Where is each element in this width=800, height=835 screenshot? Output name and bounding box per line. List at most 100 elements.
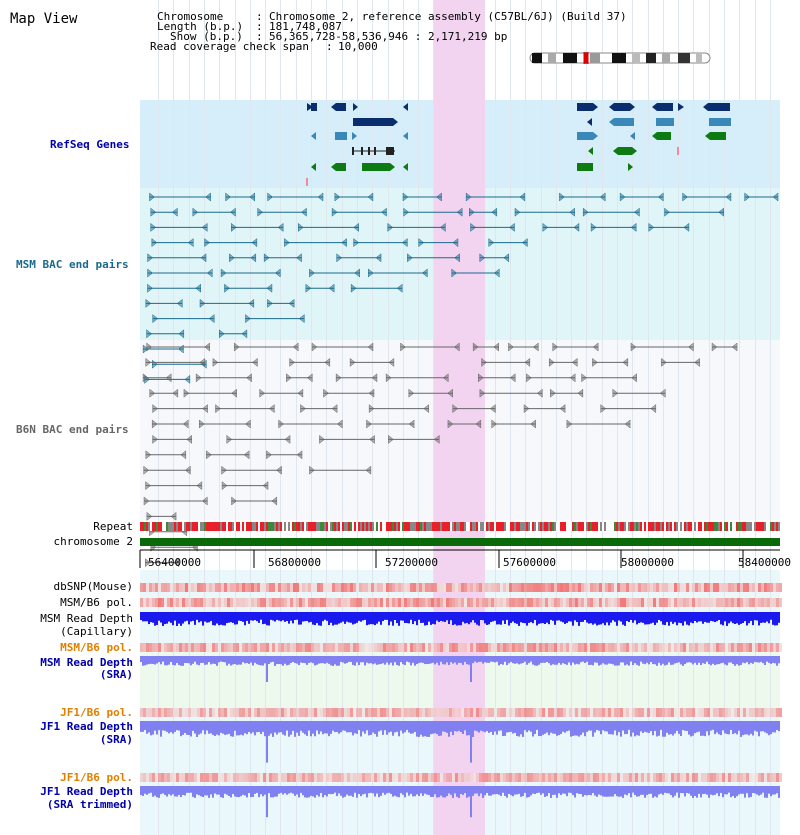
polymorphism-cell bbox=[263, 708, 266, 717]
polymorphism-cell bbox=[710, 643, 713, 652]
read-depth-bar bbox=[248, 612, 250, 624]
read-depth-bar bbox=[556, 656, 558, 665]
grid-line bbox=[326, 0, 327, 835]
read-depth-bar bbox=[738, 721, 740, 731]
polymorphism-cell bbox=[668, 583, 671, 592]
read-depth-bar bbox=[194, 656, 196, 662]
chromosome-ideogram[interactable] bbox=[528, 52, 714, 64]
polymorphism-cell bbox=[323, 643, 326, 652]
read-depth-bar bbox=[202, 656, 204, 663]
grid-line bbox=[296, 0, 297, 835]
polymorphism-cell bbox=[707, 773, 710, 782]
read-depth-bar bbox=[584, 612, 586, 620]
read-depth-bar bbox=[256, 656, 258, 665]
repeat-element bbox=[754, 522, 756, 531]
read-depth-bar bbox=[772, 656, 774, 663]
polymorphism-cell bbox=[545, 773, 548, 782]
polymorphism-cell bbox=[512, 708, 515, 717]
read-depth-bar bbox=[508, 612, 510, 626]
read-depth-bar bbox=[464, 612, 466, 624]
read-depth-bar bbox=[238, 612, 240, 621]
read-depth-bar bbox=[630, 721, 632, 737]
read-depth-bar bbox=[646, 612, 648, 625]
read-depth-bar bbox=[528, 786, 530, 798]
polymorphism-cell bbox=[581, 773, 584, 782]
read-depth-bar bbox=[156, 612, 158, 625]
gene-feature bbox=[331, 163, 336, 171]
polymorphism-cell bbox=[407, 598, 410, 607]
read-depth-bar bbox=[216, 612, 218, 624]
polymorphism-cell bbox=[341, 773, 344, 782]
axis-tick-label: 57200000 bbox=[385, 556, 438, 569]
read-depth-bar bbox=[636, 612, 638, 625]
polymorphism-cell bbox=[479, 583, 482, 592]
polymorphism-cell bbox=[683, 773, 686, 782]
read-depth-bar bbox=[472, 656, 474, 664]
read-depth-bar bbox=[744, 612, 746, 622]
polymorphism-cell bbox=[713, 708, 716, 717]
read-depth-bar bbox=[586, 656, 588, 662]
read-depth-bar bbox=[474, 612, 476, 623]
polymorphism-cell bbox=[281, 583, 284, 592]
bac-end-marker bbox=[552, 342, 559, 352]
read-depth-bar bbox=[346, 612, 348, 622]
read-depth-bar bbox=[688, 612, 690, 626]
polymorphism-cell bbox=[218, 708, 221, 717]
polymorphism-cell bbox=[311, 598, 314, 607]
polymorphism-cell bbox=[299, 583, 302, 592]
polymorphism-cell bbox=[263, 773, 266, 782]
polymorphism-cell bbox=[281, 773, 284, 782]
polymorphism-cell bbox=[209, 708, 212, 717]
read-depth-bar bbox=[366, 786, 368, 798]
polymorphism-cell bbox=[779, 583, 782, 592]
bac-end-marker bbox=[196, 481, 203, 491]
read-depth-bar bbox=[552, 786, 554, 795]
read-depth-bar bbox=[532, 786, 534, 794]
read-depth-bar bbox=[142, 786, 144, 796]
read-depth-bar bbox=[620, 612, 622, 622]
read-depth-bar bbox=[628, 656, 630, 666]
polymorphism-cell bbox=[590, 598, 593, 607]
read-depth-bar bbox=[602, 612, 604, 624]
gene-feature bbox=[618, 147, 632, 155]
read-depth-bar bbox=[758, 721, 760, 737]
read-depth-bar bbox=[762, 612, 764, 623]
read-depth-bar bbox=[424, 656, 426, 665]
polymorphism-cell bbox=[341, 708, 344, 717]
read-depth-bar bbox=[330, 656, 332, 666]
polymorphism-cell bbox=[320, 773, 323, 782]
read-depth-bar bbox=[404, 612, 406, 623]
polymorphism-cell bbox=[659, 708, 662, 717]
gene-feature bbox=[705, 132, 710, 140]
polymorphism-cell bbox=[347, 643, 350, 652]
gene-feature bbox=[362, 163, 390, 171]
bac-end-marker bbox=[354, 268, 360, 278]
read-depth-bar bbox=[270, 612, 272, 620]
selection-highlight[interactable] bbox=[434, 0, 485, 835]
bac-end-marker bbox=[744, 192, 751, 202]
read-depth-bar bbox=[172, 786, 174, 795]
bac-end-marker bbox=[143, 465, 150, 475]
polymorphism-cell bbox=[353, 773, 356, 782]
polymorphism-cell bbox=[746, 773, 749, 782]
repeat-element bbox=[762, 522, 764, 531]
polymorphism-cell bbox=[443, 643, 446, 652]
read-depth-bar bbox=[480, 721, 482, 731]
read-depth-bar bbox=[734, 786, 736, 798]
polymorphism-cell bbox=[668, 643, 671, 652]
bac-end-marker bbox=[418, 238, 425, 248]
read-depth-bar bbox=[272, 786, 274, 798]
polymorphism-cell bbox=[692, 598, 695, 607]
read-depth-bar bbox=[334, 612, 336, 625]
read-depth-bar bbox=[238, 721, 240, 736]
polymorphism-cell bbox=[479, 773, 482, 782]
polymorphism-cell bbox=[419, 598, 422, 607]
repeat-element bbox=[154, 522, 156, 531]
read-depth-bar bbox=[356, 786, 358, 798]
read-depth-bar bbox=[352, 656, 354, 665]
polymorphism-cell bbox=[632, 643, 635, 652]
read-depth-bar bbox=[612, 786, 614, 797]
